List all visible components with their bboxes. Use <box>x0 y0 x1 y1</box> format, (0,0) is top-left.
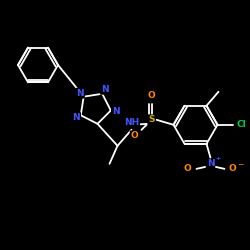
Text: N: N <box>72 113 80 122</box>
Text: NH: NH <box>124 118 139 127</box>
Text: O: O <box>184 164 192 173</box>
Text: N: N <box>207 159 214 168</box>
Text: −: − <box>237 160 244 169</box>
Text: S: S <box>148 115 155 124</box>
Text: N: N <box>112 107 120 116</box>
Text: O: O <box>131 131 138 140</box>
Text: N: N <box>76 89 84 98</box>
Text: O: O <box>229 164 236 173</box>
Text: Cl: Cl <box>237 120 246 129</box>
Text: O: O <box>148 91 156 100</box>
Text: N: N <box>101 85 108 94</box>
Text: +: + <box>215 156 220 161</box>
